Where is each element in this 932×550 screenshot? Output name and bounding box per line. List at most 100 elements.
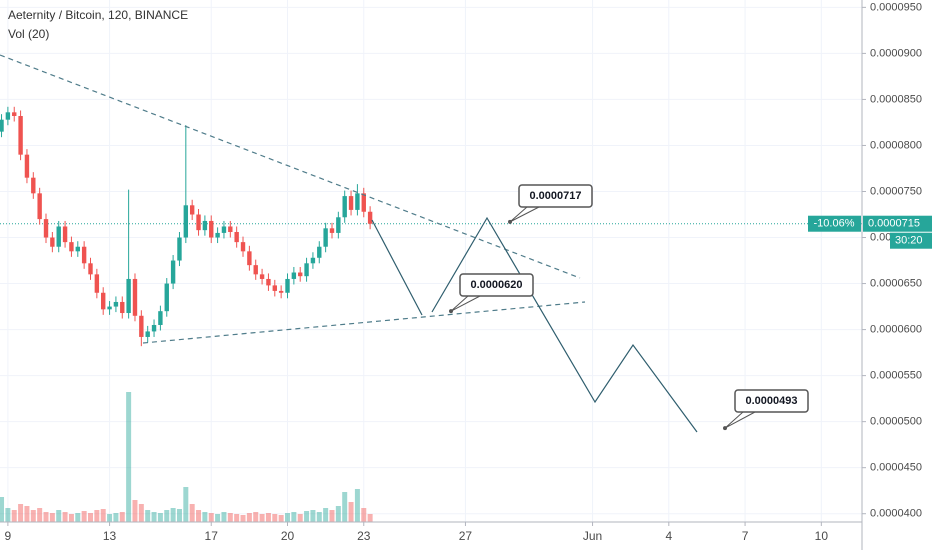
volume-bar <box>151 512 157 522</box>
x-tick-label: 17 <box>205 529 219 543</box>
volume-bar <box>37 508 43 522</box>
volume-bar <box>354 489 360 522</box>
candle-body <box>228 226 233 232</box>
volume-bar <box>227 513 233 522</box>
price-label: 0.0000715 <box>868 218 920 230</box>
volume-bar <box>170 508 176 522</box>
candle-body <box>132 278 138 316</box>
volume-bar <box>297 514 303 522</box>
volume-bar <box>265 513 271 522</box>
volume-bar <box>329 510 335 522</box>
callout-point <box>449 309 453 314</box>
y-tick-label: 0.0000550 <box>870 370 922 382</box>
candle-layer <box>0 106 373 347</box>
candle-body <box>139 315 144 337</box>
volume-bar <box>30 510 36 522</box>
candle-body <box>88 263 93 275</box>
x-tick-label: 13 <box>103 529 117 543</box>
volume-bar <box>323 508 329 522</box>
volume-bar <box>132 500 138 522</box>
candle-body <box>24 154 30 178</box>
volume-bar <box>5 508 11 522</box>
volume-bar <box>367 514 373 522</box>
candle-body <box>317 246 322 258</box>
volume-bar <box>0 497 5 522</box>
x-tick-label: 10 <box>815 529 829 543</box>
volume-bar <box>259 514 265 522</box>
candle-body <box>69 242 74 252</box>
y-tick-label: 0.0000950 <box>870 1 922 13</box>
y-tick-label: 0.0000900 <box>870 47 922 59</box>
volume-bar <box>272 514 278 522</box>
candle-body <box>75 246 80 252</box>
volume-bar <box>81 511 87 522</box>
countdown-label: 30:20 <box>895 235 923 247</box>
candle-body <box>215 232 220 238</box>
candle-body <box>170 260 176 284</box>
volume-bar <box>49 513 55 522</box>
volume-label: Vol (20) <box>8 27 49 41</box>
volume-bar <box>246 513 252 522</box>
y-tick-label: 0.0000800 <box>870 139 922 151</box>
volume-bar <box>234 514 240 522</box>
candle-body <box>145 331 150 337</box>
volume-bar <box>342 492 348 522</box>
candle-body <box>120 301 125 314</box>
candle-body <box>101 292 106 310</box>
volume-bar <box>43 512 49 522</box>
volume-bar <box>11 510 17 522</box>
volume-bar <box>316 512 322 522</box>
candle-body <box>348 196 354 210</box>
volume-bar <box>18 504 24 522</box>
volume-bar <box>75 513 81 522</box>
candle-body <box>323 228 328 247</box>
candle-body <box>329 228 335 233</box>
candle-body <box>94 274 100 293</box>
candle-body <box>291 272 297 279</box>
volume-bar <box>145 510 151 522</box>
x-tick-label: 4 <box>665 529 672 543</box>
volume-bar <box>100 509 106 522</box>
volume-bar <box>157 513 163 522</box>
callout-point <box>508 219 512 224</box>
callout-box <box>734 389 809 413</box>
volume-bar <box>138 504 144 522</box>
volume-bar <box>68 514 74 522</box>
volume-layer <box>0 392 373 522</box>
chart-title: Aeternity / Bitcoin, 120, BINANCE <box>8 8 188 22</box>
candle-body <box>196 214 201 231</box>
volume-bar <box>215 514 221 522</box>
candle-body <box>81 246 87 264</box>
change-box <box>808 215 861 232</box>
candle-body <box>342 196 347 218</box>
volume-bar <box>208 513 214 522</box>
callout-label: 0.0000493 <box>746 395 798 407</box>
candle-body <box>298 272 303 277</box>
x-tick-label: 9 <box>5 529 12 543</box>
volume-bar <box>107 514 113 522</box>
volume-bar <box>335 506 341 522</box>
candle-body <box>37 193 42 220</box>
candle-body <box>202 220 208 231</box>
candle-body <box>266 278 271 286</box>
volume-bar <box>119 512 125 522</box>
candle-body <box>50 237 55 247</box>
volume-bar <box>94 510 100 522</box>
grid <box>0 0 862 522</box>
x-tick-label: 27 <box>459 529 473 543</box>
volume-bar <box>291 512 297 522</box>
volume-bar <box>221 512 227 522</box>
candle-body <box>361 193 366 212</box>
volume-bar <box>62 512 68 522</box>
volume-bar <box>164 510 170 522</box>
callout-point <box>723 426 727 431</box>
overlay: 0.0000717 0.0000620 0.0000493 -10.06% 0.0000… <box>449 184 932 431</box>
candle-body <box>56 226 61 247</box>
candle-body <box>151 324 157 332</box>
candle-body <box>177 237 182 261</box>
volume-bar <box>348 502 354 522</box>
candle-body <box>221 226 227 233</box>
x-tick-label: 7 <box>742 529 749 543</box>
candle-body <box>355 193 360 210</box>
